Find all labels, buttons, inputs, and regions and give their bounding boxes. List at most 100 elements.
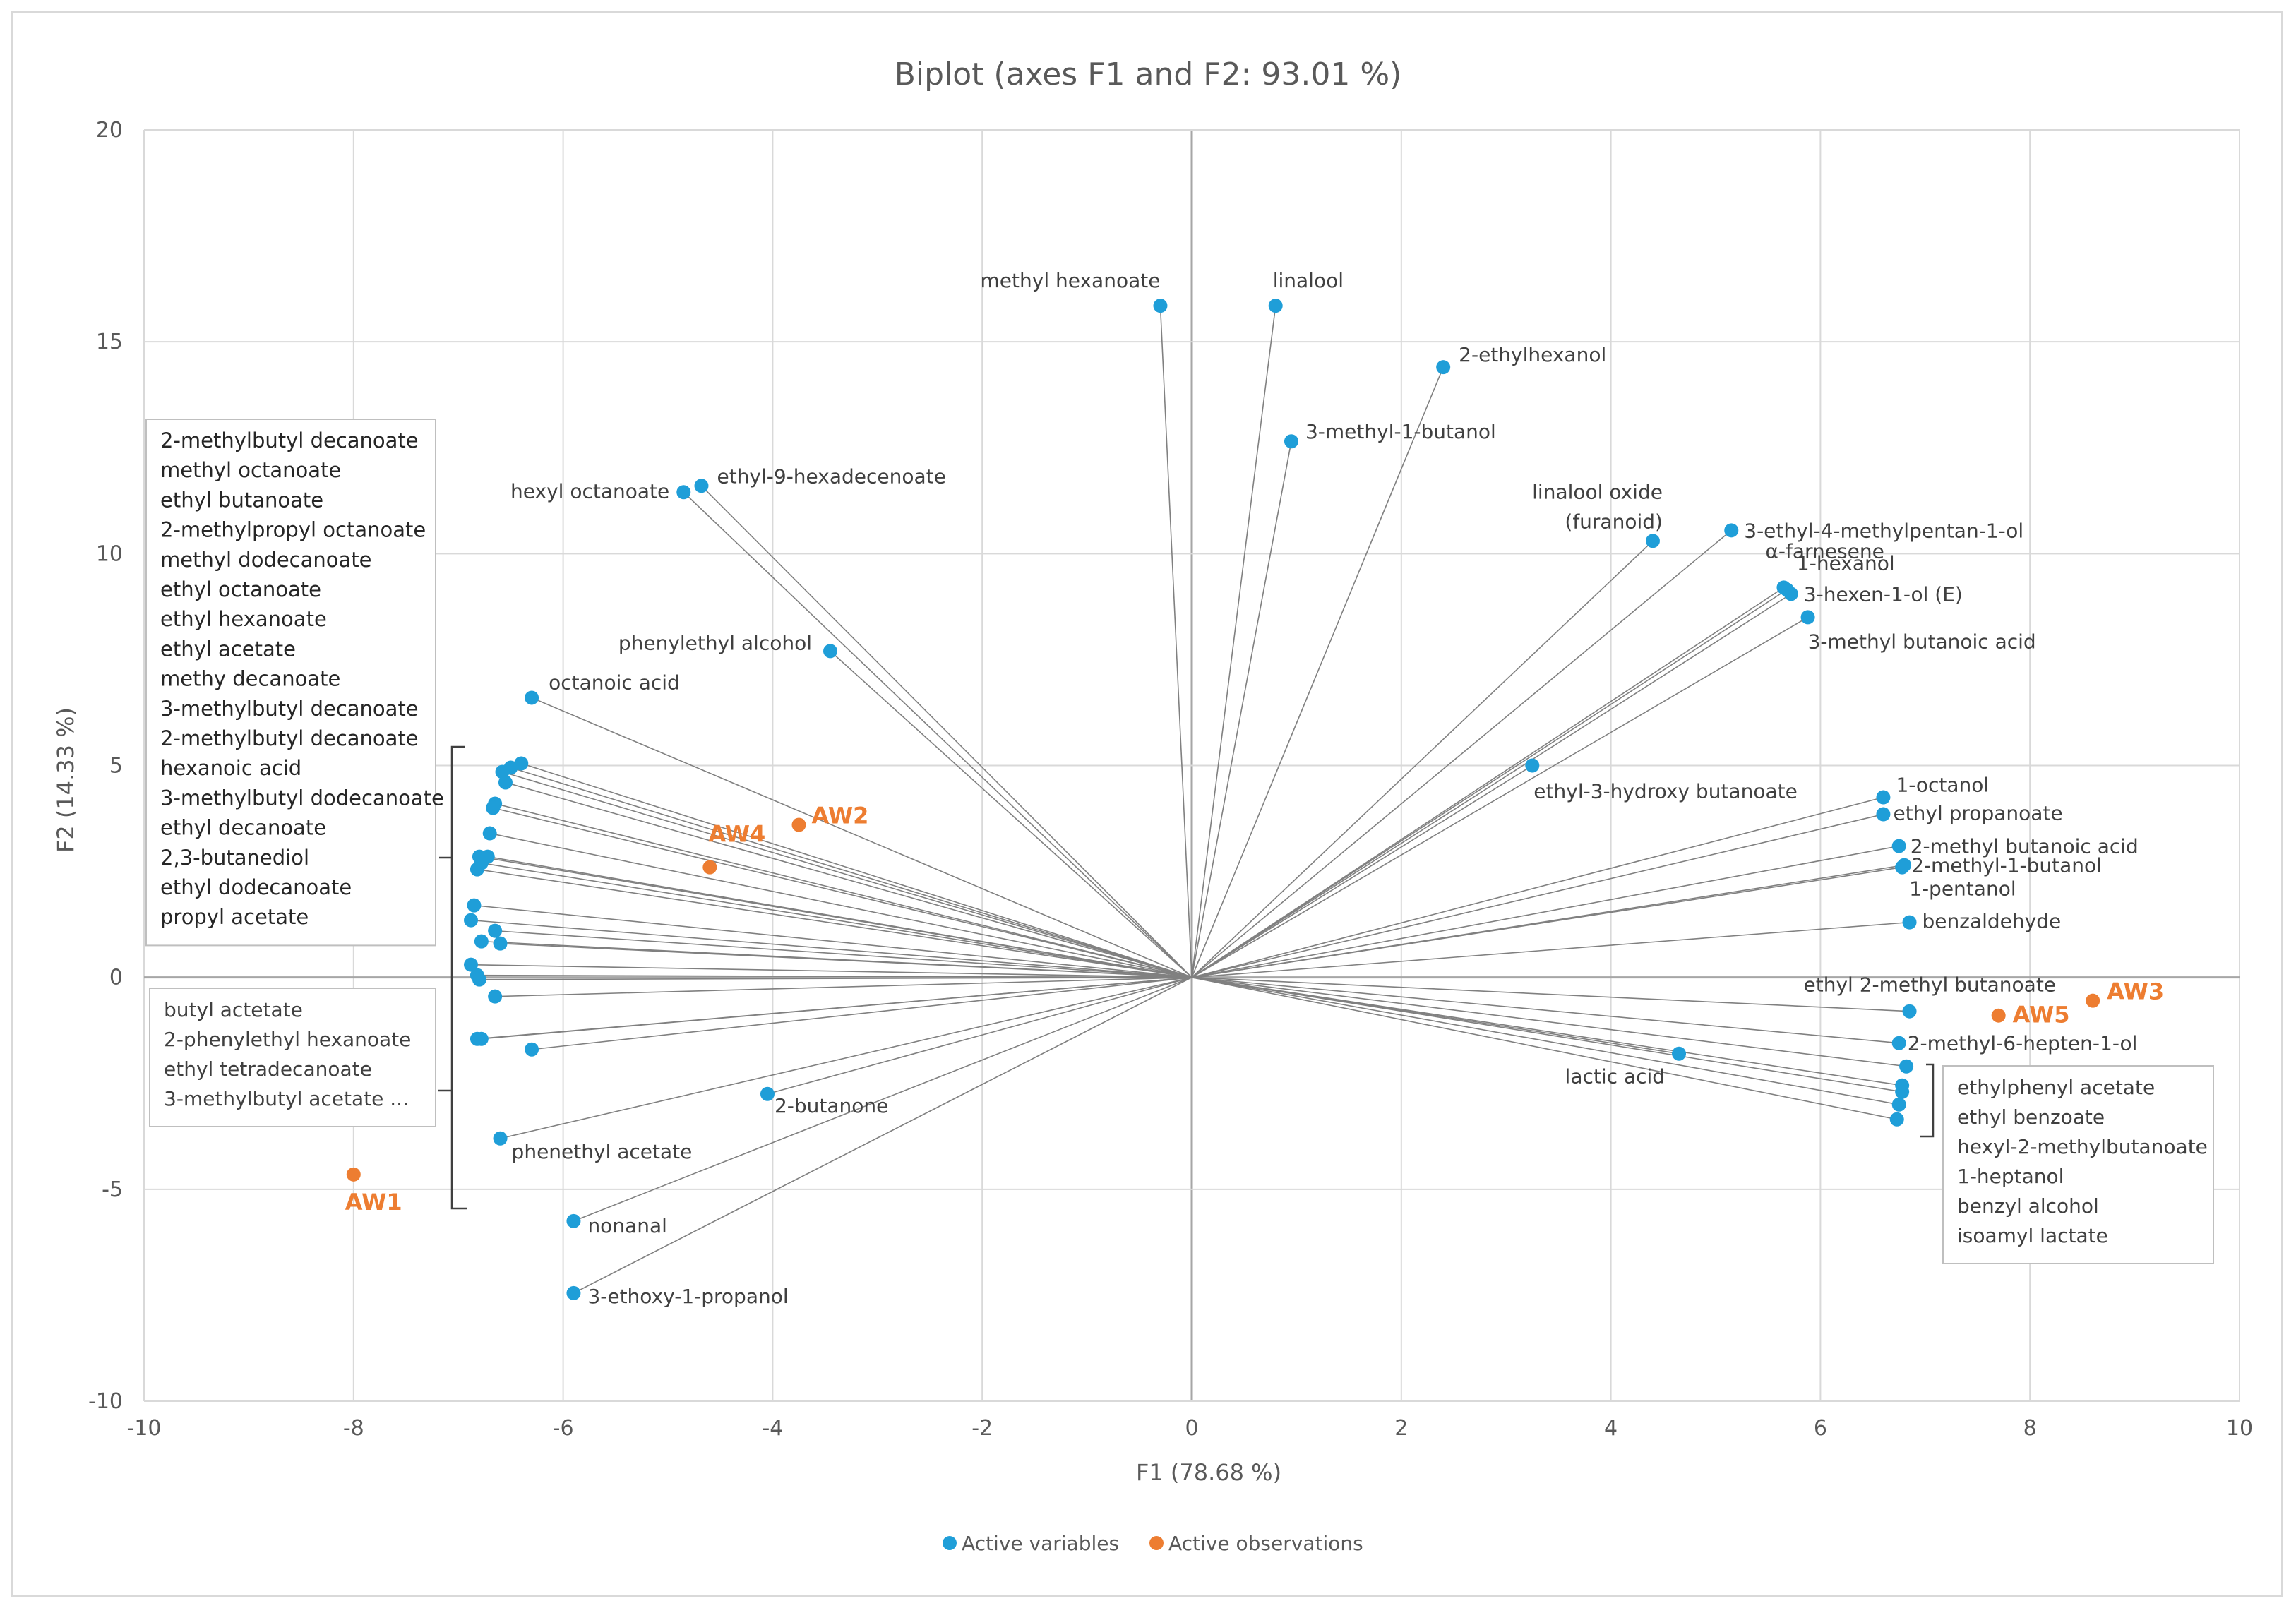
- variable-label: 2-methyl butanoic acid: [1911, 835, 2139, 858]
- variable-vector: [1191, 866, 1903, 978]
- variable-vector: [683, 491, 1192, 978]
- observation-point: [702, 860, 717, 875]
- variable-points: methyl hexanoate linalool 2-ethylhexanol 3-…: [464, 269, 2139, 1308]
- variable-vector: [489, 832, 1192, 978]
- annotation-line: ethyl acetate: [160, 637, 296, 661]
- variable-point: [1436, 360, 1451, 375]
- variable-vector: [1191, 976, 1907, 1067]
- x-tick-label: -6: [553, 1416, 574, 1441]
- variable-point: [1672, 1046, 1687, 1061]
- variable-label: linalool oxide: [1532, 480, 1663, 503]
- variable-label: lactic acid: [1565, 1065, 1666, 1088]
- variable-point: [566, 1213, 581, 1228]
- annotation-line: ethyl dodecanoate: [160, 875, 352, 899]
- variable-label: benzaldehyde: [1923, 910, 2062, 933]
- variable-vector: [1191, 976, 1897, 1120]
- variable-vector: [479, 976, 1192, 980]
- annotation-line: 2-methylbutyl decanoate: [160, 428, 419, 452]
- variable-point: [493, 936, 508, 951]
- variable-vector: [1191, 796, 1884, 978]
- variable-point: [474, 1031, 489, 1046]
- variable-vector: [510, 767, 1192, 978]
- variable-point: [1891, 1097, 1906, 1112]
- observation-point: [1991, 1008, 2006, 1023]
- variable-point: [566, 1285, 581, 1300]
- variable-vector: [492, 807, 1192, 978]
- variable-point: [1899, 1059, 1914, 1074]
- variable-vector: [500, 976, 1192, 1139]
- variable-point: [488, 989, 503, 1004]
- variable-label: 1-octanol: [1896, 774, 1989, 797]
- x-tick-label: -4: [762, 1416, 783, 1441]
- annotation-line: hexanoic acid: [160, 756, 301, 780]
- legend-observations-label: Active observations: [1168, 1532, 1363, 1555]
- variable-point: [1876, 807, 1891, 822]
- x-tick-label: 0: [1185, 1416, 1198, 1441]
- variable-point: [694, 479, 709, 493]
- variable-point: [472, 972, 486, 987]
- grid: [143, 129, 2240, 1402]
- variable-label: 1-hexanol: [1797, 551, 1895, 575]
- variable-vector: [573, 976, 1192, 1222]
- x-tick-label: 8: [2023, 1416, 2037, 1441]
- variable-point: [470, 862, 484, 877]
- variable-vector: [1191, 976, 1680, 1055]
- variable-point: [1800, 610, 1815, 625]
- x-tick-label: 2: [1394, 1416, 1408, 1441]
- variable-point: [488, 923, 503, 938]
- annotation-line: hexyl-2-methylbutanoate: [1957, 1135, 2208, 1158]
- variable-label: ethyl-9-hexadecenoate: [717, 464, 945, 488]
- annotation-line: ethyl octanoate: [160, 577, 321, 601]
- variable-label: phenethyl acetate: [512, 1140, 693, 1163]
- y-tick-label: 15: [96, 330, 123, 354]
- annotation-line: butyl actetate: [164, 998, 303, 1021]
- observation-label: AW5: [2013, 1002, 2070, 1028]
- annotation-line: methyl dodecanoate: [160, 548, 372, 572]
- variable-point: [1895, 860, 1910, 875]
- left-cluster-bracket: [438, 745, 467, 1210]
- variable-point: [1902, 1004, 1917, 1019]
- legend-variables-label: Active variables: [962, 1532, 1119, 1555]
- y-tick-label: 5: [109, 754, 123, 779]
- annotation-line: ethyl benzoate: [1957, 1105, 2105, 1129]
- annotation-line: ethyl tetradecanoate: [164, 1057, 372, 1081]
- observation-point: [791, 817, 806, 832]
- axis-ticks: -10 -8 -6 -4 -2 0 2 4 6 8 10 -10 -5 0 5 10 15 20: [88, 118, 2253, 1441]
- variable-point: [1645, 534, 1660, 548]
- variable-vector: [1191, 589, 1788, 978]
- variable-vector: [502, 771, 1192, 978]
- variable-vector: [477, 974, 1192, 978]
- variable-vector: [495, 976, 1192, 997]
- variable-vector: [470, 964, 1192, 978]
- variable-vector: [505, 781, 1192, 978]
- variable-vector: [481, 862, 1192, 978]
- variable-vector: [1191, 845, 1899, 978]
- annotation-boxes: 2-methylbutyl decanoate methyl octanoate e…: [145, 419, 2214, 1264]
- y-tick-label: 0: [109, 966, 123, 990]
- variable-label: 2-ethylhexanol: [1459, 343, 1606, 366]
- variable-point: [823, 644, 838, 659]
- variable-label: (furanoid): [1565, 510, 1663, 533]
- variable-vector: [573, 976, 1192, 1294]
- variable-label: 3-ethyl-4-methylpentan-1-ol: [1744, 519, 2023, 542]
- variable-point: [1891, 1036, 1906, 1050]
- y-tick-label: 10: [96, 541, 123, 566]
- x-tick-label: 10: [2226, 1416, 2253, 1441]
- annotation-line: ethyl butanoate: [160, 488, 323, 512]
- variable-label: 3-methyl-1-butanol: [1305, 420, 1496, 443]
- x-axis-title: F1 (78.68 %): [1136, 1459, 1281, 1486]
- variable-vector: [531, 976, 1192, 1050]
- variable-vector: [494, 803, 1192, 978]
- variable-point: [467, 898, 482, 913]
- observation-point: [2086, 993, 2100, 1008]
- x-tick-label: -8: [343, 1416, 364, 1441]
- variable-label: 2-methyl-6-hepten-1-ol: [1908, 1032, 2138, 1055]
- annotation-line: isoamyl lactate: [1957, 1224, 2108, 1247]
- variable-label: hexyl octanoate: [510, 479, 669, 503]
- variable-point: [1895, 1084, 1910, 1099]
- annotation-line: ethyl decanoate: [160, 816, 326, 840]
- variable-label: methyl hexanoate: [981, 269, 1161, 292]
- variable-point: [1783, 587, 1798, 601]
- annotation-line: benzyl alcohol: [1957, 1194, 2099, 1218]
- x-tick-label: 4: [1604, 1416, 1618, 1441]
